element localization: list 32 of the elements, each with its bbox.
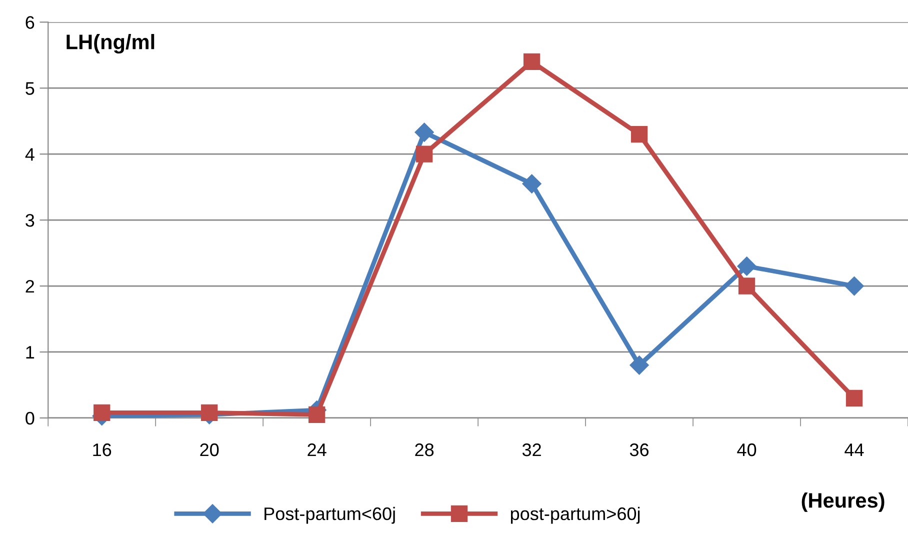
y-tick-label: 3 <box>26 214 34 227</box>
y-tick-label: 4 <box>25 148 34 161</box>
y-tick-label: 6 <box>26 16 34 29</box>
point <box>414 122 434 142</box>
point <box>522 174 542 194</box>
x-tick-label: 32 <box>522 443 541 456</box>
x-tick-label: 24 <box>308 443 326 456</box>
point <box>94 404 110 422</box>
point <box>523 53 540 70</box>
point <box>630 356 649 375</box>
x-tick-label: 44 <box>844 444 864 456</box>
x-tick-label: 28 <box>415 443 434 456</box>
point <box>416 146 433 162</box>
x-tick-label: 36 <box>630 443 649 456</box>
legend-label: post-partum>60j <box>510 506 640 524</box>
x-tick-label: 16 <box>93 443 112 456</box>
point <box>308 406 326 423</box>
point <box>630 126 648 143</box>
point <box>201 404 218 422</box>
point <box>846 390 863 407</box>
point <box>738 278 756 294</box>
x-tick-label: 20 <box>200 443 219 456</box>
y-tick-label: 0 <box>26 412 34 425</box>
legend-label: Post-partum<60j <box>264 506 395 524</box>
y-tick-label: 5 <box>26 82 34 95</box>
x-tick-label: 40 <box>737 443 756 456</box>
x-axis-title: (Heures) <box>802 492 884 512</box>
point <box>737 256 756 276</box>
y-tick-label: 1 <box>26 346 34 359</box>
y-axis-title: LH(ng/ml <box>66 34 154 54</box>
y-tick-label: 2 <box>26 280 34 293</box>
point <box>844 276 864 296</box>
